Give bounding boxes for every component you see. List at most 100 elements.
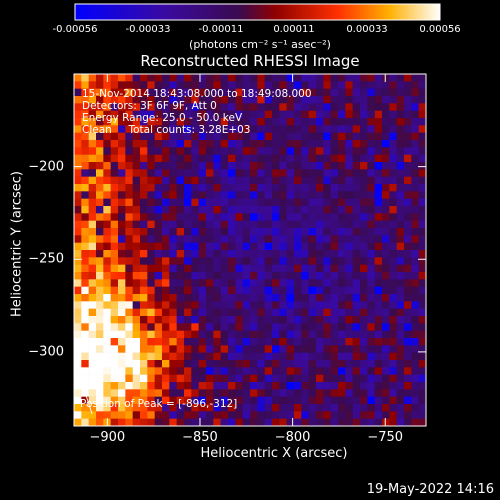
heatmap-cell [213, 147, 221, 155]
heatmap-cell [323, 352, 331, 361]
heatmap-cell [184, 316, 192, 324]
heatmap-cell [294, 88, 302, 97]
heatmap-cell [404, 228, 412, 236]
heatmap-cell [404, 169, 412, 177]
heatmap-cell [374, 411, 383, 419]
heatmap-cell [345, 206, 353, 214]
heatmap-cell [345, 228, 353, 236]
heatmap-cell [140, 81, 148, 89]
heatmap-cell [88, 367, 97, 375]
heatmap-cell [396, 279, 405, 287]
heatmap-cell [272, 411, 280, 419]
heatmap-cell [264, 242, 273, 251]
heatmap-cell [162, 418, 170, 427]
heatmap-cell [389, 176, 397, 185]
heatmap-cell [338, 176, 346, 185]
heatmap-cell [147, 228, 155, 236]
heatmap-cell [132, 103, 141, 111]
heatmap-cell [389, 169, 397, 177]
heatmap-cell [257, 213, 265, 221]
heatmap-cell [352, 250, 361, 258]
heatmap-cell [367, 294, 375, 302]
heatmap-cell [169, 338, 177, 346]
heatmap-cell [279, 301, 287, 309]
heatmap-cell [213, 367, 221, 375]
heatmap-cell [272, 162, 280, 170]
heatmap-cell [396, 286, 405, 295]
heatmap-cell [411, 294, 419, 302]
heatmap-cell [176, 250, 185, 258]
heatmap-cell [250, 330, 258, 339]
heatmap-cell [257, 418, 265, 427]
heatmap-cell [110, 352, 119, 361]
heatmap-cell [279, 418, 287, 427]
heatmap-cell [294, 382, 302, 390]
heatmap-cell [184, 272, 192, 280]
heatmap-cell [316, 242, 324, 251]
y-tick-label: −200 [28, 159, 64, 175]
heatmap-cell [103, 360, 111, 368]
heatmap-cell [382, 257, 390, 265]
heatmap-cell [418, 198, 427, 207]
heatmap-cell [308, 132, 317, 141]
heatmap-cell [264, 206, 273, 214]
heatmap-cell [389, 88, 397, 97]
heatmap-cell [118, 74, 126, 82]
heatmap-cell [169, 294, 177, 302]
heatmap-cell [184, 198, 192, 207]
heatmap-cell [352, 338, 361, 346]
heatmap-cell [118, 418, 126, 427]
heatmap-cell [132, 154, 141, 163]
heatmap-cell [220, 345, 229, 353]
heatmap-cell [169, 147, 177, 155]
heatmap-cell [257, 374, 265, 383]
heatmap-cell [198, 411, 207, 419]
heatmap-cell [316, 250, 324, 258]
heatmap-cell [294, 154, 302, 163]
heatmap-cell [338, 96, 346, 104]
heatmap-cell [396, 396, 405, 405]
heatmap-cell [162, 176, 170, 185]
heatmap-cell [96, 220, 104, 229]
heatmap-cell [330, 418, 339, 427]
heatmap-cell [396, 132, 405, 141]
heatmap-cell [184, 81, 192, 89]
heatmap-cell [257, 301, 265, 309]
heatmap-cell [125, 404, 133, 412]
heatmap-cell [140, 411, 148, 419]
heatmap-cell [198, 374, 207, 383]
heatmap-cell [316, 382, 324, 390]
heatmap-cell [147, 272, 155, 280]
heatmap-cell [411, 88, 419, 97]
heatmap-cell [169, 279, 177, 287]
heatmap-cell [323, 162, 331, 170]
heatmap-cell [352, 118, 361, 126]
heatmap-cell [81, 264, 89, 273]
heatmap-cell [140, 228, 148, 236]
heatmap-cell [88, 374, 97, 383]
heatmap-cell [162, 228, 170, 236]
heatmap-cell [396, 169, 405, 177]
heatmap-cell [118, 242, 126, 251]
heatmap-cell [389, 323, 397, 331]
heatmap-cell [367, 184, 375, 192]
heatmap-cell [345, 308, 353, 317]
heatmap-cell [257, 338, 265, 346]
heatmap-cell [154, 191, 163, 199]
heatmap-cell [404, 140, 412, 148]
heatmap-cell [206, 396, 214, 405]
heatmap-cell [125, 323, 133, 331]
heatmap-cell [228, 389, 236, 397]
heatmap-cell [140, 220, 148, 229]
heatmap-cell [404, 74, 412, 82]
heatmap-cell [345, 411, 353, 419]
heatmap-cell [272, 88, 280, 97]
heatmap-cell [213, 382, 221, 390]
heatmap-cell [162, 88, 170, 97]
heatmap-cell [294, 272, 302, 280]
heatmap-cell [191, 176, 199, 185]
heatmap-cell [213, 96, 221, 104]
heatmap-cell [338, 338, 346, 346]
heatmap-cell [345, 286, 353, 295]
heatmap-cell [396, 294, 405, 302]
